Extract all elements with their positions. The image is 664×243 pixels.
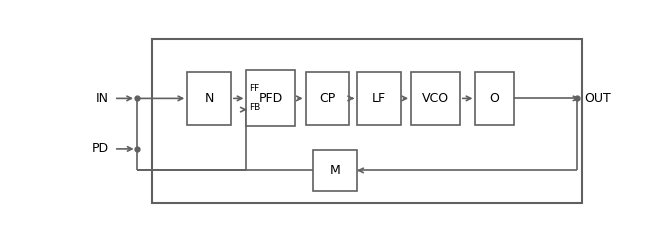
Text: FF: FF xyxy=(249,84,259,93)
Text: M: M xyxy=(330,164,341,177)
Bar xyxy=(313,150,357,191)
Bar xyxy=(246,70,295,126)
Bar xyxy=(153,38,582,203)
Text: O: O xyxy=(490,92,499,105)
Text: PFD: PFD xyxy=(259,92,283,105)
Bar xyxy=(475,72,514,125)
Bar xyxy=(305,72,349,125)
Text: PD: PD xyxy=(92,142,109,156)
Text: VCO: VCO xyxy=(422,92,449,105)
Bar xyxy=(187,72,231,125)
Text: CP: CP xyxy=(319,92,335,105)
Text: LF: LF xyxy=(372,92,386,105)
Text: IN: IN xyxy=(96,92,109,105)
Text: FB: FB xyxy=(249,103,260,112)
Text: N: N xyxy=(205,92,214,105)
Bar xyxy=(357,72,401,125)
Text: OUT: OUT xyxy=(585,92,612,105)
Bar xyxy=(411,72,460,125)
